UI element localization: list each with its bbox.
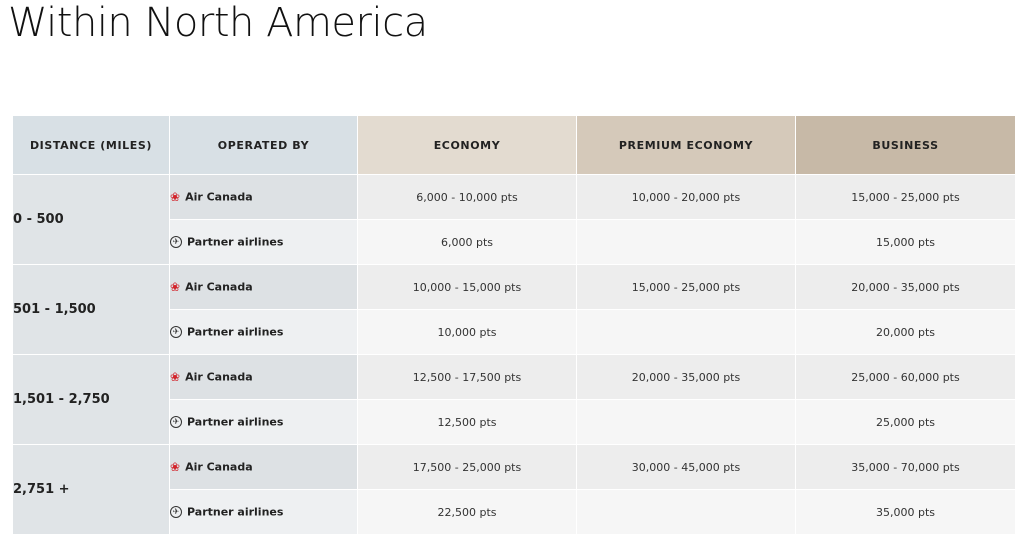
premium-points-cell: 30,000 - 45,000 pts (576, 444, 796, 490)
operator-label: Partner airlines (187, 505, 284, 519)
maple-leaf-icon: ❀ (170, 190, 181, 205)
header-distance: DISTANCE (MILES) (12, 115, 170, 175)
operator-cell: ✈ Partner airlines (169, 219, 358, 265)
operator-label: Air Canada (185, 370, 253, 384)
operator-cell: ✈ Partner airlines (169, 309, 358, 355)
table-body: 0 - 500 ❀ Air Canada 6,000 - 10,000 pts 10,0… (12, 174, 1016, 535)
operator-label: Partner airlines (187, 325, 284, 339)
business-points-cell: 35,000 - 70,000 pts (795, 444, 1016, 490)
plane-icon: ✈ (170, 506, 182, 519)
operator-label: Partner airlines (187, 415, 284, 429)
maple-leaf-icon: ❀ (170, 460, 181, 475)
table-row: ✈ Partner airlines 6,000 pts 15,000 pts (13, 219, 1016, 265)
business-points-cell: 20,000 pts (795, 309, 1016, 355)
business-points-cell: 20,000 - 35,000 pts (795, 264, 1016, 310)
table-row: ✈ Partner airlines 12,500 pts 25,000 pts (13, 399, 1016, 445)
premium-points-cell (576, 309, 796, 355)
header-economy: ECONOMY (357, 115, 577, 175)
operator-label: Air Canada (185, 190, 253, 204)
premium-points-cell (576, 489, 796, 535)
premium-points-cell (576, 399, 796, 445)
plane-icon: ✈ (170, 416, 182, 429)
business-points-cell: 25,000 pts (795, 399, 1016, 445)
table-row: ✈ Partner airlines 10,000 pts 20,000 pts (13, 309, 1016, 355)
operator-cell: ✈ Partner airlines (169, 399, 358, 445)
economy-points-cell: 6,000 pts (357, 219, 577, 265)
maple-leaf-icon: ❀ (170, 280, 181, 295)
business-points-cell: 15,000 pts (795, 219, 1016, 265)
operator-label: Partner airlines (187, 235, 284, 249)
distance-cell: 2,751 + (12, 444, 170, 535)
operator-label: Air Canada (185, 280, 253, 294)
header-premium-economy: PREMIUM ECONOMY (576, 115, 796, 175)
header-operated-by: OPERATED BY (169, 115, 358, 175)
table-row: 1,501 - 2,750 ❀ Air Canada 12,500 - 17,500 … (12, 354, 1016, 445)
economy-points-cell: 17,500 - 25,000 pts (357, 444, 577, 490)
economy-points-cell: 6,000 - 10,000 pts (357, 174, 577, 220)
economy-points-cell: 12,500 - 17,500 pts (357, 354, 577, 400)
economy-points-cell: 22,500 pts (357, 489, 577, 535)
table-row: ✈ Partner airlines 22,500 pts 35,000 pts (13, 489, 1016, 535)
economy-points-cell: 10,000 - 15,000 pts (357, 264, 577, 310)
operator-cell: ❀ Air Canada (169, 354, 358, 400)
header-business: BUSINESS (795, 115, 1016, 175)
plane-icon: ✈ (170, 236, 182, 249)
operator-cell: ❀ Air Canada (169, 444, 358, 490)
operator-cell: ✈ Partner airlines (169, 489, 358, 535)
premium-points-cell: 20,000 - 35,000 pts (576, 354, 796, 400)
premium-points-cell (576, 219, 796, 265)
table-header-row: DISTANCE (MILES) OPERATED BY ECONOMY PRE… (12, 115, 1016, 175)
table-row: 501 - 1,500 ❀ Air Canada 10,000 - 15,000 pt… (12, 264, 1016, 355)
operator-label: Air Canada (185, 460, 253, 474)
maple-leaf-icon: ❀ (170, 370, 181, 385)
distance-cell: 1,501 - 2,750 (12, 354, 170, 445)
business-points-cell: 35,000 pts (795, 489, 1016, 535)
distance-cell: 0 - 500 (12, 174, 170, 265)
operator-cell: ❀ Air Canada (169, 264, 358, 310)
premium-points-cell: 15,000 - 25,000 pts (576, 264, 796, 310)
business-points-cell: 15,000 - 25,000 pts (795, 174, 1016, 220)
economy-points-cell: 10,000 pts (357, 309, 577, 355)
business-points-cell: 25,000 - 60,000 pts (795, 354, 1016, 400)
page-title: Within North America (8, 0, 428, 46)
plane-icon: ✈ (170, 326, 182, 339)
economy-points-cell: 12,500 pts (357, 399, 577, 445)
table-row: 0 - 500 ❀ Air Canada 6,000 - 10,000 pts 10,0… (12, 174, 1016, 265)
operator-cell: ❀ Air Canada (169, 174, 358, 220)
distance-cell: 501 - 1,500 (12, 264, 170, 355)
table-row: 2,751 + ❀ Air Canada 17,500 - 25,000 pts 30,… (12, 444, 1016, 535)
premium-points-cell: 10,000 - 20,000 pts (576, 174, 796, 220)
award-chart-table: DISTANCE (MILES) OPERATED BY ECONOMY PRE… (12, 115, 1016, 535)
